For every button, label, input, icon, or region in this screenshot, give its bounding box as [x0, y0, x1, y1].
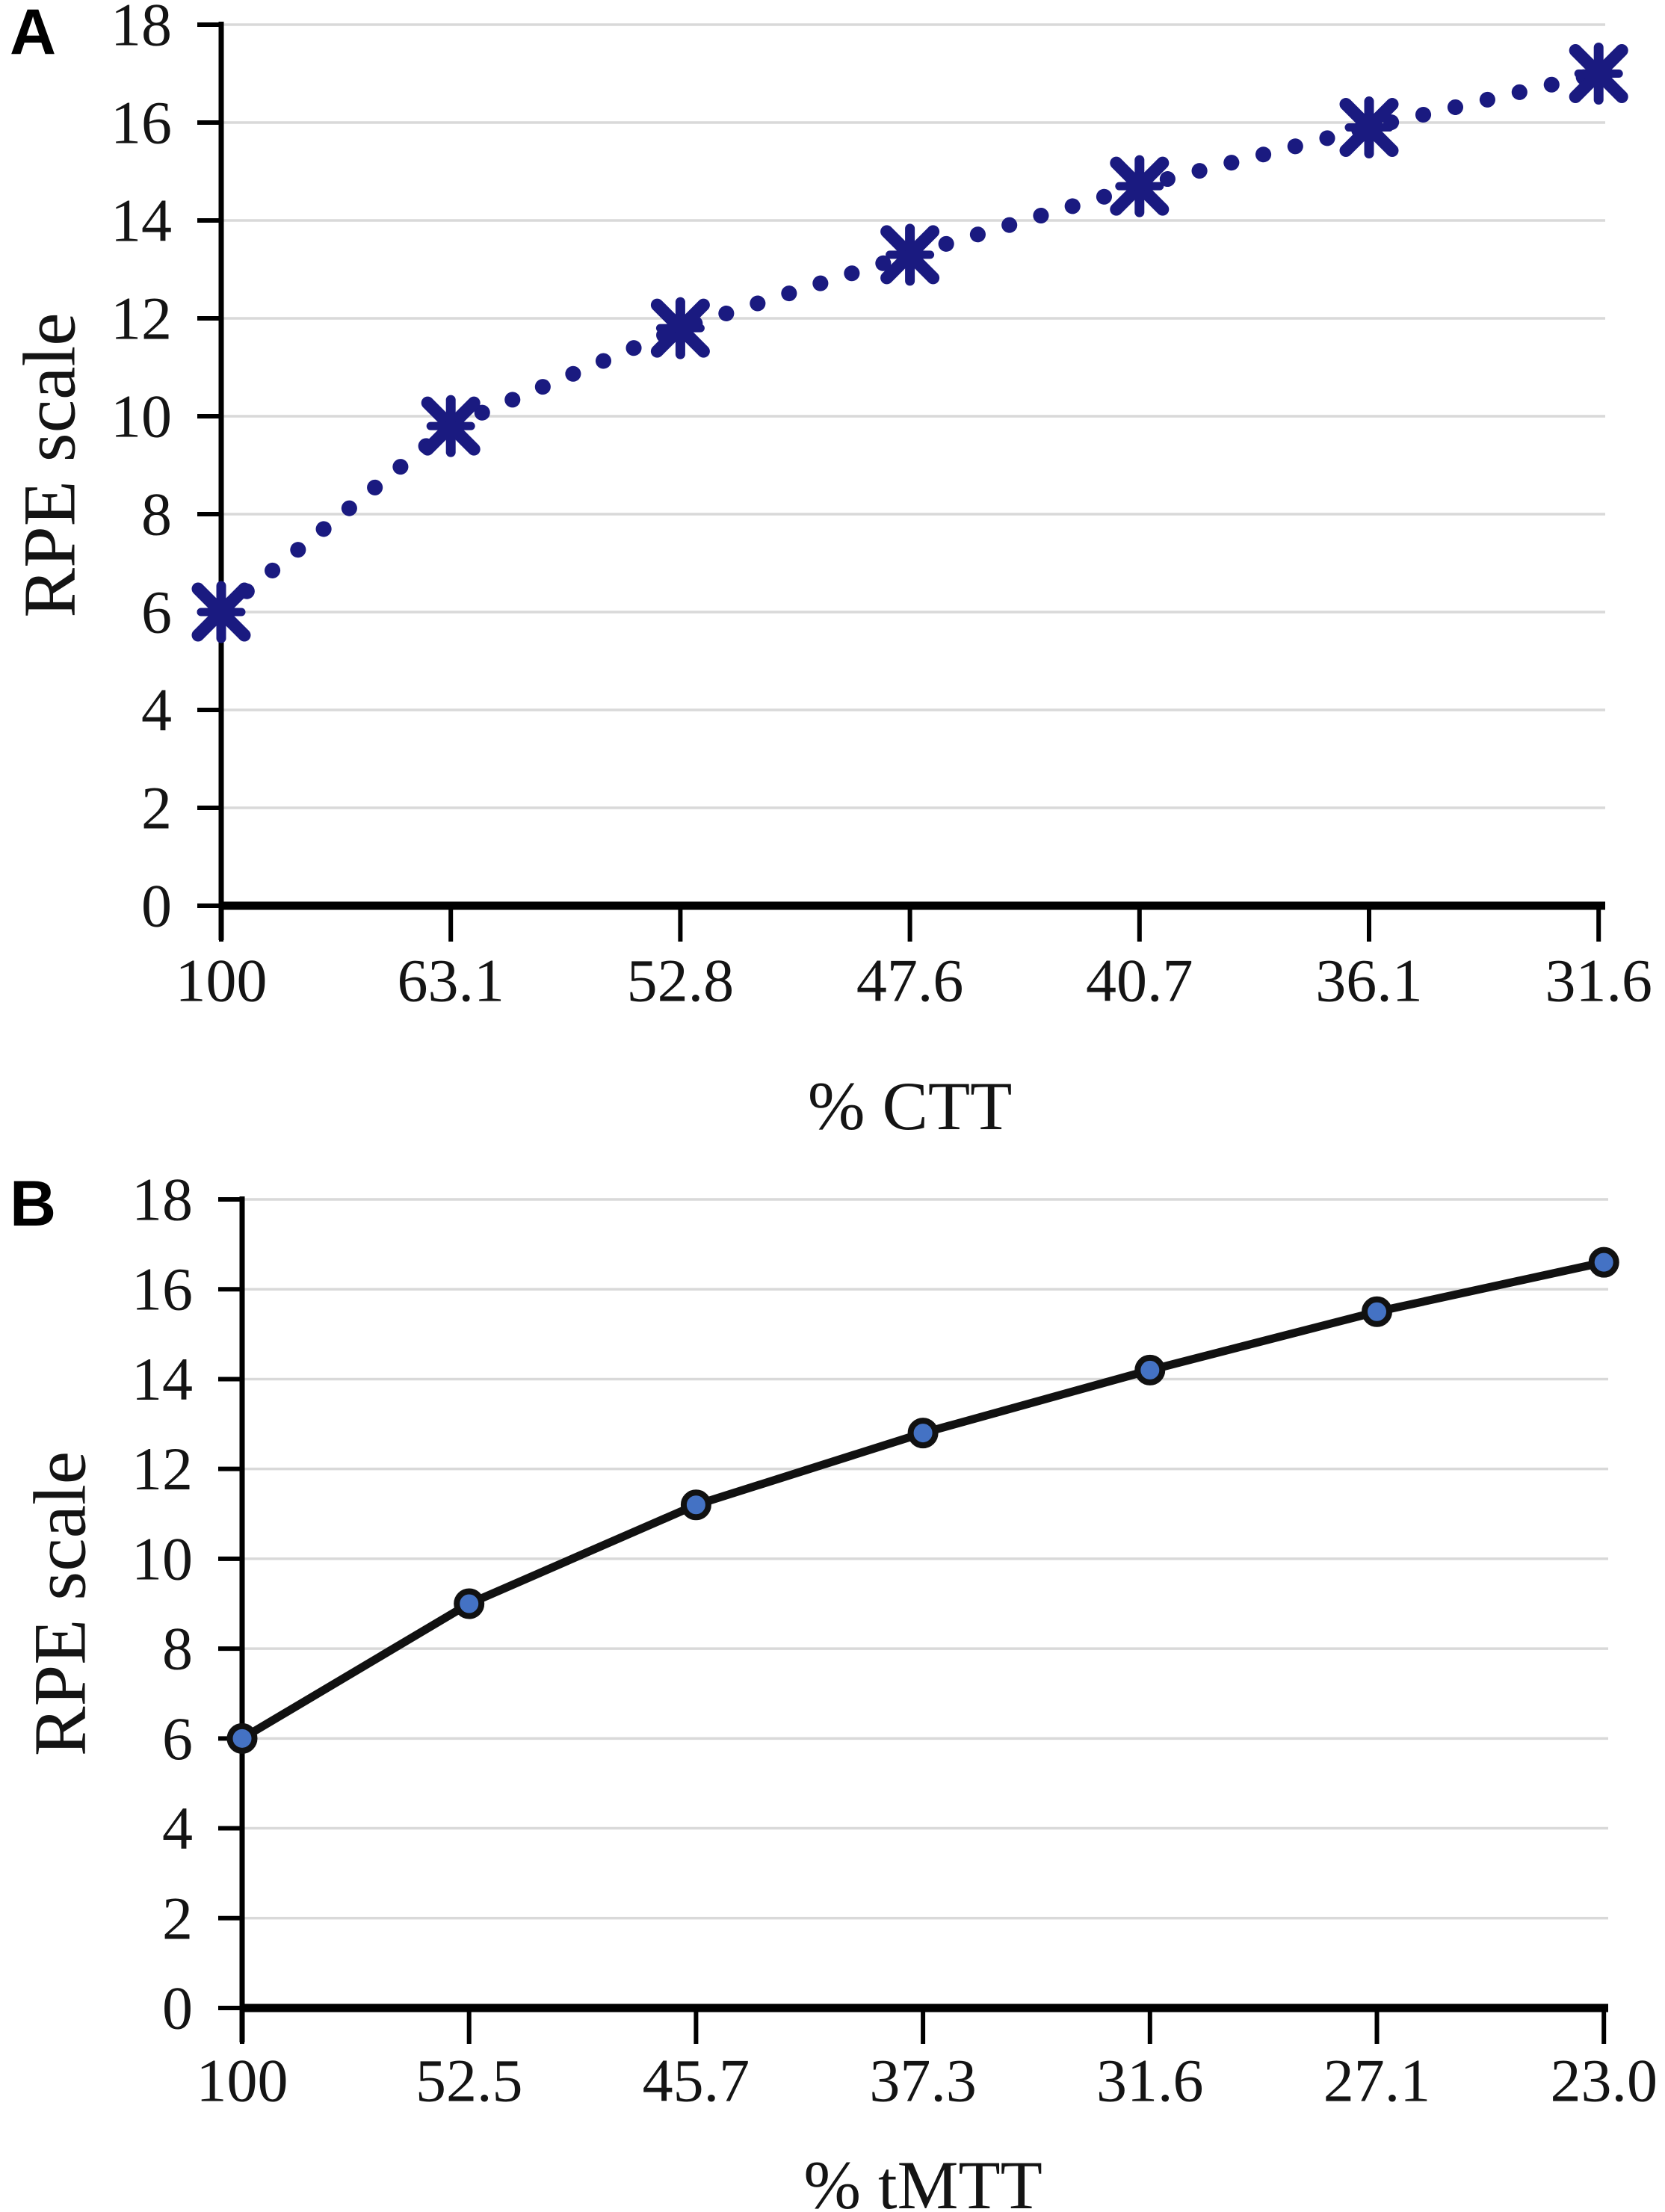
y-tick-label: 18 [111, 0, 172, 59]
y-tick-label: 12 [132, 1435, 193, 1503]
x-tick-label: 36.1 [1315, 947, 1423, 1015]
data-point-marker [191, 581, 251, 643]
x-axis-title: % CTT [808, 1068, 1012, 1136]
x-tick-label: 47.6 [856, 947, 964, 1015]
y-tick-label: 18 [132, 1166, 193, 1234]
data-point-marker [680, 1489, 711, 1521]
x-tick-label: 100 [176, 947, 268, 1015]
y-axis-title: RPE scale [19, 1451, 102, 1756]
y-tick-label: 8 [162, 1615, 193, 1683]
y-tick-label: 8 [141, 481, 172, 549]
y-tick-label: 6 [141, 578, 172, 646]
series-line [240, 1258, 1605, 1743]
y-tick-label: 10 [111, 383, 172, 451]
y-tick-label: 4 [141, 676, 172, 744]
x-tick-label: 40.7 [1086, 947, 1193, 1015]
data-point-marker [650, 297, 710, 359]
data-point-marker [1339, 96, 1399, 159]
data-point-marker [421, 395, 481, 457]
data-point-marker [907, 1418, 939, 1449]
y-tick-label: 6 [162, 1705, 193, 1773]
x-tick-label: 27.1 [1323, 2047, 1431, 2115]
data-point-marker [1588, 1246, 1619, 1278]
panel-a-chart: 0 2 4 6 8 10 12 14 16 18 100 63.1 52.8 47.6 40.7 36.1 31… [8, 0, 1652, 1136]
x-tick-label: 52.5 [416, 2047, 523, 2115]
x-tick-label: 23.0 [1550, 2047, 1658, 2115]
data-point-marker [1134, 1354, 1166, 1385]
data-point-marker [1569, 43, 1628, 105]
x-tick-label: 31.6 [1096, 2047, 1204, 2115]
y-tick-label: 16 [132, 1255, 193, 1323]
y-tick-label: 16 [111, 89, 172, 157]
x-tick-label: 63.1 [397, 947, 504, 1015]
data-point-marker [880, 223, 940, 286]
panel-a: A 0 2 4 6 8 10 12 14 16 18 100 63.1 52.8 47.6 40.7 36.1… [8, 0, 1652, 1136]
data-point-marker [226, 1723, 258, 1754]
y-tick-label: 2 [141, 774, 172, 842]
data-point-marker [454, 1588, 485, 1619]
y-tick-label: 4 [162, 1794, 193, 1862]
panel-b-letter: B [10, 1168, 57, 1240]
y-tick-label: 2 [162, 1884, 193, 1952]
y-tick-label: 14 [132, 1345, 193, 1413]
x-tick-label: 100 [197, 2047, 288, 2115]
y-tick-label: 10 [132, 1524, 193, 1592]
x-tick-label: 45.7 [643, 2047, 750, 2115]
y-axis-title: RPE scale [8, 312, 91, 617]
panel-a-letter: A [10, 0, 57, 68]
x-axis-title: % tMTT [803, 2147, 1042, 2212]
x-tick-label: 31.6 [1545, 947, 1652, 1015]
panel-b: B 0 2 4 6 8 10 12 14 16 18 100 52.5 45.7 37.3 31.6 27.1… [0, 1166, 1665, 2212]
x-tick-label: 52.8 [627, 947, 735, 1015]
panel-b-chart: 0 2 4 6 8 10 12 14 16 18 100 52.5 45.7 37.3 31.6 27.1 23… [19, 1166, 1658, 2212]
data-point-marker [1110, 155, 1170, 217]
y-tick-label: 0 [141, 872, 172, 940]
y-tick-label: 14 [111, 187, 172, 255]
data-point-marker [1362, 1296, 1392, 1327]
y-tick-label: 12 [111, 285, 172, 353]
y-tick-label: 0 [162, 1974, 193, 2042]
x-tick-label: 37.3 [869, 2047, 977, 2115]
